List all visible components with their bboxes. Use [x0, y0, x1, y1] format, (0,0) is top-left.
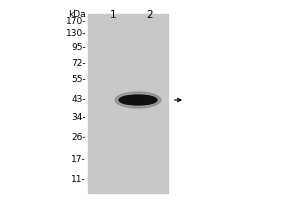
- Text: 55-: 55-: [71, 75, 86, 84]
- Text: 95-: 95-: [71, 43, 86, 51]
- Text: 130-: 130-: [65, 28, 86, 38]
- Text: 26-: 26-: [71, 132, 86, 142]
- Text: 170-: 170-: [65, 18, 86, 26]
- Text: 17-: 17-: [71, 156, 86, 164]
- Bar: [88, 14, 168, 193]
- Text: kDa: kDa: [68, 10, 86, 19]
- Ellipse shape: [119, 95, 157, 105]
- Text: 72-: 72-: [71, 58, 86, 68]
- Text: 43-: 43-: [71, 96, 86, 104]
- Ellipse shape: [115, 92, 161, 108]
- Text: 34-: 34-: [71, 114, 86, 122]
- Text: 1: 1: [110, 10, 116, 20]
- Text: 11-: 11-: [71, 176, 86, 184]
- Text: 2: 2: [147, 10, 153, 20]
